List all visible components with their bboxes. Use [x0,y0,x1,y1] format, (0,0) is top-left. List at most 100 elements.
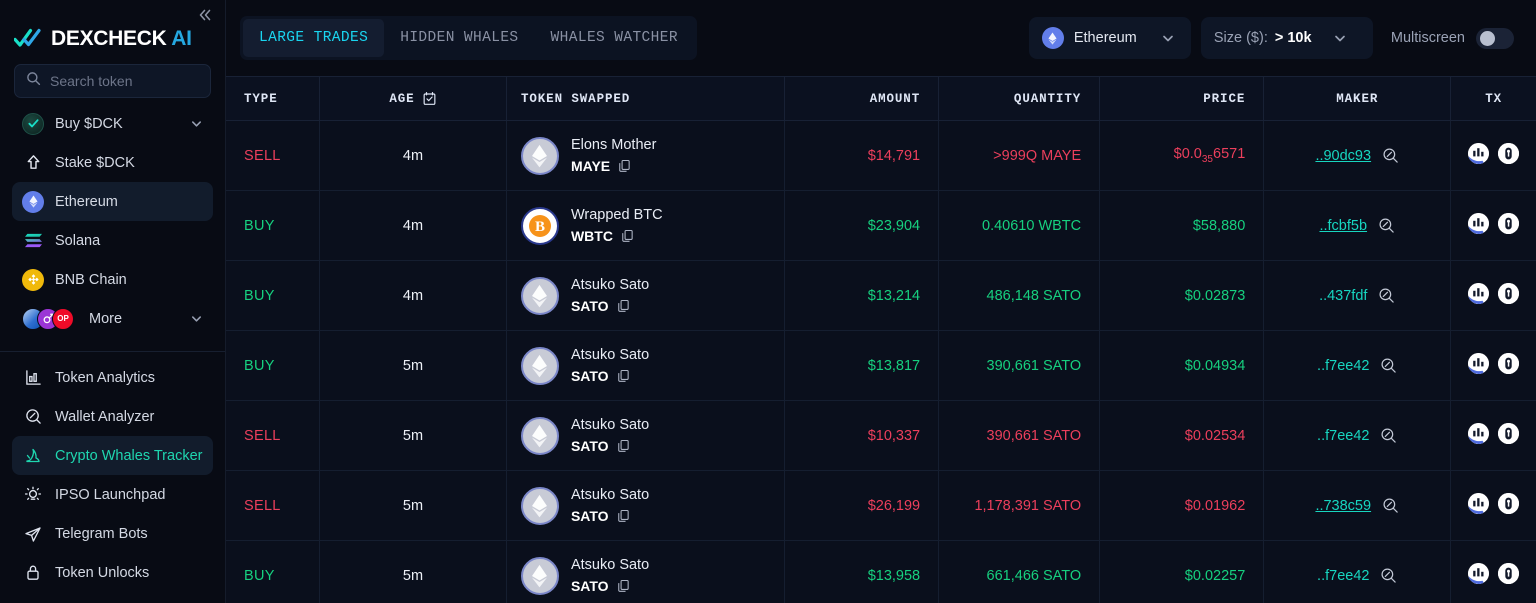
sidebar-item-ethereum[interactable]: Ethereum [12,182,213,221]
sidebar-item-more[interactable]: OP More [12,299,213,338]
copy-icon[interactable] [617,299,630,313]
maker-address-link[interactable]: ..90dc93 [1315,147,1372,164]
chevron-down-icon[interactable] [190,312,203,325]
table-row[interactable]: SELL 5m Atsuko Sato SATO $10,337 390,661 SATO… [226,400,1536,471]
column-header-tx[interactable]: TX [1450,76,1536,121]
column-header-type[interactable]: TYPE [226,76,320,121]
etherscan-icon[interactable] [1498,493,1520,514]
table-row[interactable]: BUY 5m Atsuko Sato SATO $13,958 661,466 SATO $… [226,540,1536,603]
dextools-icon[interactable] [1468,213,1490,234]
sidebar-item-multicharts[interactable]: Multicharts [12,592,213,603]
etherscan-icon[interactable] [1498,423,1520,444]
maker-search-icon[interactable] [1380,357,1397,374]
cell-price: $0.04934 [1099,330,1265,401]
sidebar-item-crypto-whales-tracker[interactable]: Crypto Whales Tracker [12,436,213,475]
table-row[interactable]: SELL 4m Elons Mother MAYE $14,791 >999Q MAYE $… [226,120,1536,191]
cell-maker: ..f7ee42 [1263,330,1452,401]
maker-address-link[interactable]: ..f7ee42 [1317,427,1370,444]
table-row[interactable]: BUY 5m Atsuko Sato SATO $13,817 390,661 SATO $… [226,330,1536,401]
maker-search-icon[interactable] [1382,147,1399,164]
maker-address-link[interactable]: ..fcbf5b [1319,217,1368,234]
chevron-down-icon[interactable] [1333,31,1347,45]
column-header-amount[interactable]: AMOUNT [784,76,940,121]
tab-hidden-whales[interactable]: HIDDEN WHALES [400,30,519,46]
maker-search-icon[interactable] [1380,567,1397,584]
dextools-icon[interactable] [1468,143,1490,164]
size-filter-dropdown[interactable]: Size ($): > 10k [1200,17,1373,59]
sidebar-item-token-analytics[interactable]: Token Analytics [12,358,213,397]
copy-icon[interactable] [617,439,630,453]
column-header-age[interactable]: AGE [319,76,507,121]
copy-icon[interactable] [618,159,631,173]
cell-amount: $13,817 [784,330,940,401]
calendar-check-icon[interactable] [422,91,437,106]
chevron-down-icon[interactable] [190,117,203,130]
chain-filter-dropdown[interactable]: Ethereum [1028,17,1191,59]
copy-icon[interactable] [617,579,630,593]
search-input[interactable] [50,73,199,89]
search-box[interactable] [14,64,211,98]
cell-quantity: 661,466 SATO [938,540,1101,603]
token-symbol: SATO [570,368,609,384]
maker-address-link[interactable]: ..f7ee42 [1317,567,1370,584]
sidebar-item-token-unlocks[interactable]: Token Unlocks [12,553,213,592]
maker-search-icon[interactable] [1378,287,1395,304]
maker-address-link[interactable]: ..738c59 [1315,497,1372,514]
etherscan-icon[interactable] [1498,353,1520,374]
etherscan-icon[interactable] [1498,563,1520,584]
copy-icon[interactable] [617,369,630,383]
ethereum-icon [22,190,44,213]
sidebar: DEXCHECK AI Buy $DCK [0,0,226,603]
sidebar-item-wallet-analyzer[interactable]: Wallet Analyzer [12,397,213,436]
column-header-quantity[interactable]: QUANTITY [938,76,1101,121]
eth-token-icon [520,346,559,385]
sidebar-item-bnb-chain[interactable]: BNB Chain [12,260,213,299]
copy-icon[interactable] [617,509,630,523]
dextools-icon[interactable] [1468,353,1490,374]
main-content: LARGE TRADES HIDDEN WHALES WHALES WATCHE… [226,0,1536,603]
multiscreen-toggle[interactable] [1476,27,1514,49]
brand-logo-area[interactable]: DEXCHECK AI [0,0,225,56]
sidebar-tools-nav: Token Analytics Wallet Analyzer Cry [0,358,225,603]
copy-icon[interactable] [621,229,634,243]
cell-token-swapped: Atsuko Sato SATO [506,540,786,603]
dextools-icon[interactable] [1468,493,1490,514]
table-row[interactable]: SELL 5m Atsuko Sato SATO $26,199 1,178,391 SA… [226,470,1536,541]
column-header-maker[interactable]: MAKER [1263,76,1452,121]
sidebar-item-label: Solana [55,232,101,249]
etherscan-icon[interactable] [1498,143,1520,164]
dextools-icon[interactable] [1468,563,1490,584]
etherscan-icon[interactable] [1498,213,1520,234]
maker-search-icon[interactable] [1378,217,1395,234]
token-name: Atsuko Sato [570,417,650,433]
sidebar-item-telegram-bots[interactable]: Telegram Bots [12,514,213,553]
cell-tx [1450,120,1536,191]
maker-address-link[interactable]: ..437fdf [1319,287,1368,304]
tab-large-trades[interactable]: LARGE TRADES [243,19,385,57]
chevron-down-icon[interactable] [1161,31,1175,45]
sidebar-item-label: More [89,310,123,327]
cell-quantity: 390,661 SATO [938,400,1101,471]
column-header-token-swapped[interactable]: TOKEN SWAPPED [506,76,786,121]
search-icon [26,71,41,91]
sidebar-item-label: Stake $DCK [55,154,135,171]
cell-price: $0.02257 [1099,540,1265,603]
dexcheck-logo-icon [13,28,44,50]
etherscan-icon[interactable] [1498,283,1520,304]
maker-search-icon[interactable] [1382,497,1399,514]
sidebar-item-solana[interactable]: Solana [12,221,213,260]
sidebar-item-stake-dck[interactable]: Stake $DCK [12,143,213,182]
dextools-icon[interactable] [1468,283,1490,304]
sidebar-item-buy-dck[interactable]: Buy $DCK [12,104,213,143]
sidebar-collapse-icon[interactable] [194,4,216,26]
dextools-icon[interactable] [1468,423,1490,444]
cell-type: SELL [226,120,320,191]
column-header-price[interactable]: PRICE [1099,76,1265,121]
tab-whales-watcher[interactable]: WHALES WATCHER [550,30,678,46]
table-row[interactable]: BUY 4m Atsuko Sato SATO $13,214 486,148 SATO $… [226,260,1536,331]
cell-price: $0.02534 [1099,400,1265,471]
table-row[interactable]: BUY 4m B Wrapped BTC WBTC $23,904 0.40610 WBTC… [226,190,1536,261]
sidebar-item-ipso-launchpad[interactable]: IPSO Launchpad [12,475,213,514]
maker-search-icon[interactable] [1380,427,1397,444]
maker-address-link[interactable]: ..f7ee42 [1317,357,1370,374]
